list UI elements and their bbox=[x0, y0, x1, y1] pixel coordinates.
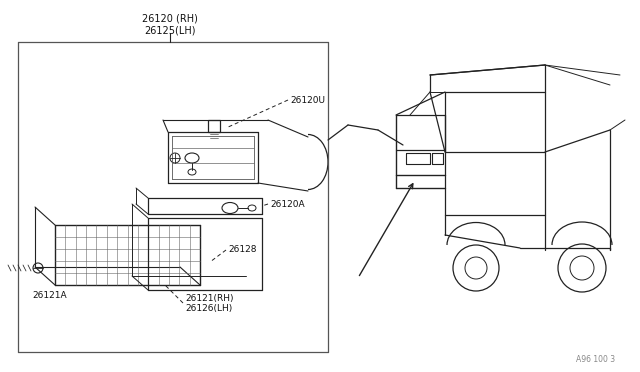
Text: 26120A: 26120A bbox=[270, 199, 305, 208]
Text: 26126(LH): 26126(LH) bbox=[185, 304, 232, 312]
Text: 26121(RH): 26121(RH) bbox=[185, 294, 234, 302]
Text: 26120U: 26120U bbox=[290, 96, 325, 105]
Bar bbox=[208, 120, 220, 132]
Text: 26128: 26128 bbox=[228, 246, 257, 254]
Text: 26125(LH): 26125(LH) bbox=[144, 25, 196, 35]
Text: 26120 (RH): 26120 (RH) bbox=[142, 13, 198, 23]
Text: A96 100 3: A96 100 3 bbox=[576, 356, 615, 365]
Text: 26121A: 26121A bbox=[32, 291, 67, 299]
